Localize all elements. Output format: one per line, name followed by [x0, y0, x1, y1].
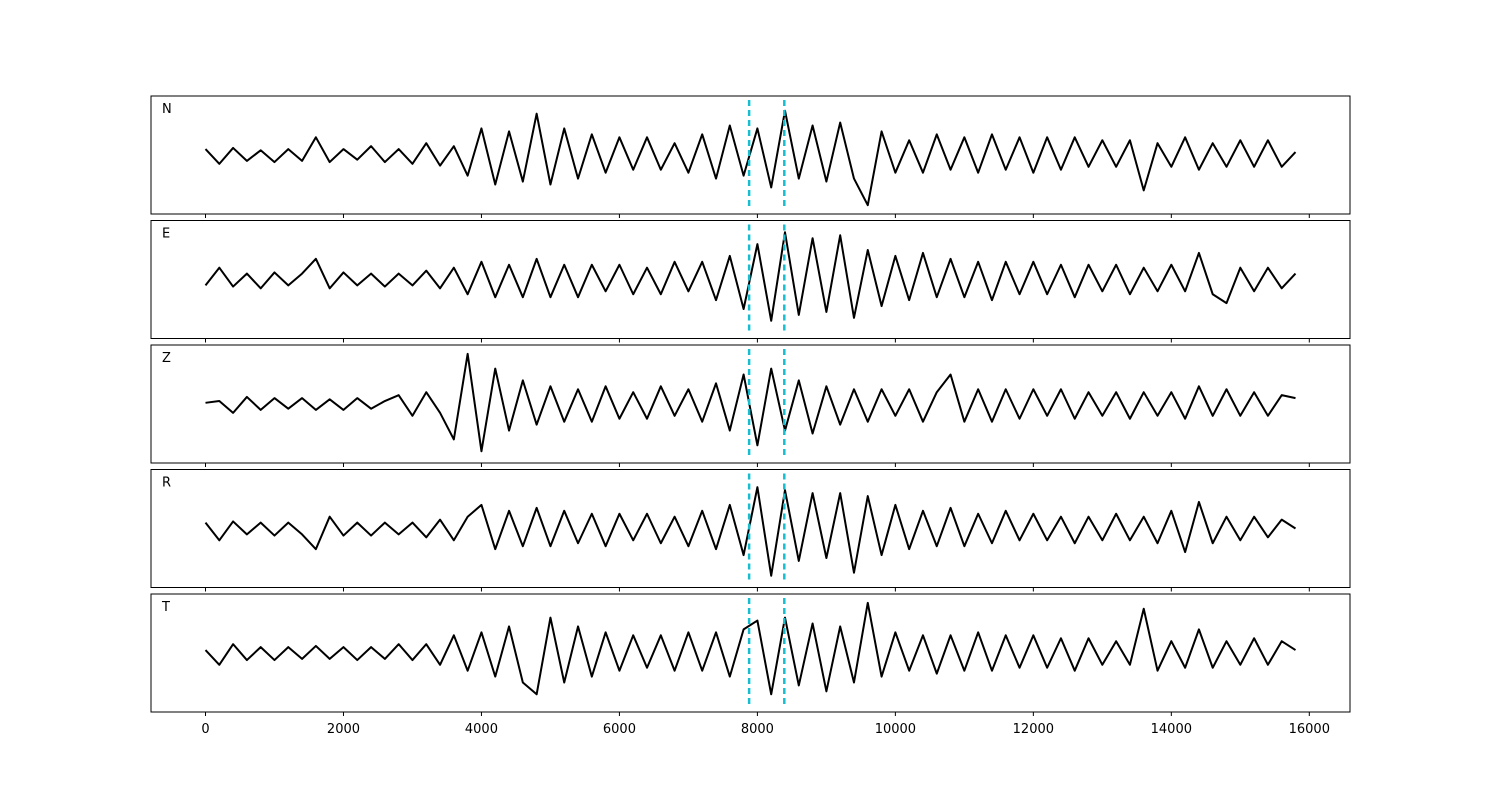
panel-frame — [150, 220, 1351, 339]
panel-label: E — [162, 227, 170, 242]
panel-frame — [150, 344, 1351, 464]
panel-frame — [150, 593, 1351, 713]
panel-label: T — [161, 600, 170, 615]
panel-label: N — [162, 102, 172, 117]
panel-label: Z — [162, 351, 171, 366]
x-tick-label: 4000 — [465, 722, 498, 737]
x-tick-label: 12000 — [1013, 722, 1054, 737]
waveform — [204, 601, 1297, 696]
waveform — [204, 231, 1297, 322]
x-tick-label: 8000 — [741, 722, 774, 737]
x-tick-label: 14000 — [1151, 722, 1192, 737]
panel-frame — [150, 95, 1351, 215]
waveform — [204, 486, 1297, 577]
x-tick-label: 0 — [201, 722, 209, 737]
waveform — [205, 352, 1296, 453]
x-tick-label: 10000 — [875, 722, 916, 737]
panel-frame — [150, 469, 1351, 588]
panel-label: R — [162, 476, 171, 491]
x-tick-label: 16000 — [1289, 722, 1330, 737]
x-tick-label: 2000 — [327, 722, 360, 737]
x-tick-label: 6000 — [603, 722, 636, 737]
waveform — [204, 109, 1297, 207]
